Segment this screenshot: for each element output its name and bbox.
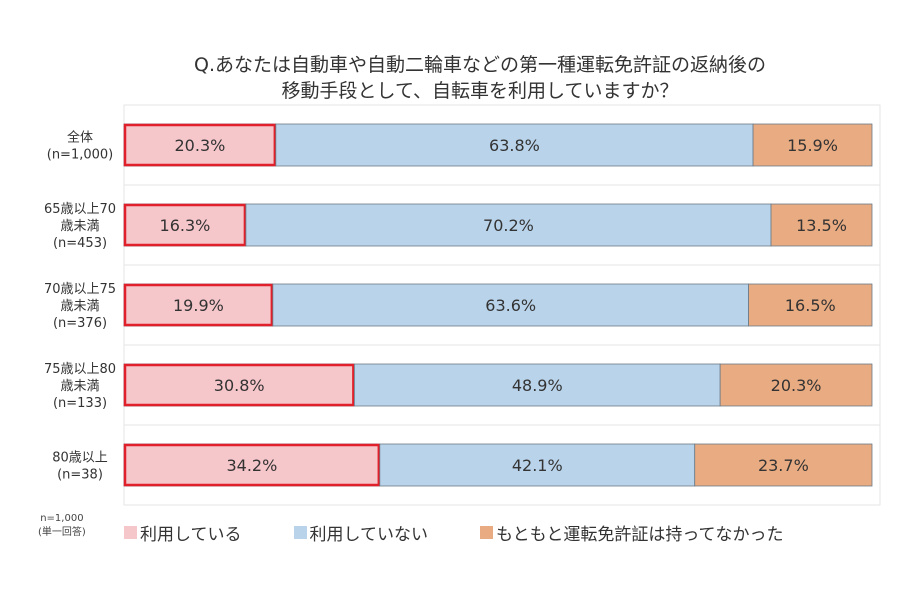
data-label: 13.5% [796,216,847,235]
data-label: 16.5% [785,296,836,315]
bar-segment [123,123,277,167]
category-label: 歳未満 [60,299,99,314]
category-label: 全体 [67,130,93,146]
data-label: 19.9% [173,296,224,315]
data-label: 34.2% [226,456,277,475]
category-label: 75歳以上80 [44,362,116,377]
data-label: 30.8% [214,376,265,395]
legend: 利用している 利用していない もともと運転免許証は持ってなかった [124,520,835,545]
bar-segment [719,363,873,407]
bar-segment [770,203,873,247]
category-label: (n=133) [53,396,107,411]
bar-segment [123,363,355,407]
bar-segment [379,443,696,487]
category-label: 80歳以上 [52,451,108,466]
highlight-border [123,363,355,407]
data-label: 70.2% [483,216,534,235]
highlight-border [123,283,274,327]
chart-title: Q.あなたは自動車や自動二輪車などの第一種運転免許証の返納後の 移動手段として、… [194,54,766,102]
bar-segment [748,283,873,327]
data-label: 23.7% [758,456,809,475]
data-label: 42.1% [512,456,563,475]
legend-swatch [124,526,137,539]
legend-item-no-license: もともと運転免許証は持ってなかった [480,520,783,545]
data-label: 48.9% [512,376,563,395]
sample-note: n=1,000 (単一回答) [38,513,86,538]
bar-segment [752,123,873,167]
legend-item-using: 利用している [124,520,242,545]
legend-item-not-using: 利用していない [293,520,428,545]
bar-segment [272,283,749,327]
category-label: (n=453) [53,236,107,251]
data-label: 20.3% [771,376,822,395]
legend-swatch [480,526,493,539]
data-label: 63.8% [489,136,540,155]
bar-segment [245,203,772,247]
bar-segment [353,363,721,407]
highlight-border [123,203,247,247]
highlight-border [123,123,277,167]
data-label: 16.3% [160,216,211,235]
data-label: 63.6% [485,296,536,315]
data-label: 15.9% [787,136,838,155]
data-label: 20.3% [175,136,226,155]
category-label: (n=376) [53,316,107,331]
category-label: 65歳以上70 [44,202,116,217]
category-label: 歳未満 [60,379,99,394]
legend-swatch [293,526,307,539]
category-label: (n=1,000) [47,148,114,163]
bar-segment [694,443,873,487]
highlight-border [123,443,381,487]
category-label: 歳未満 [60,219,99,234]
category-label: 70歳以上75 [44,282,116,297]
category-label: (n=38) [57,468,103,483]
